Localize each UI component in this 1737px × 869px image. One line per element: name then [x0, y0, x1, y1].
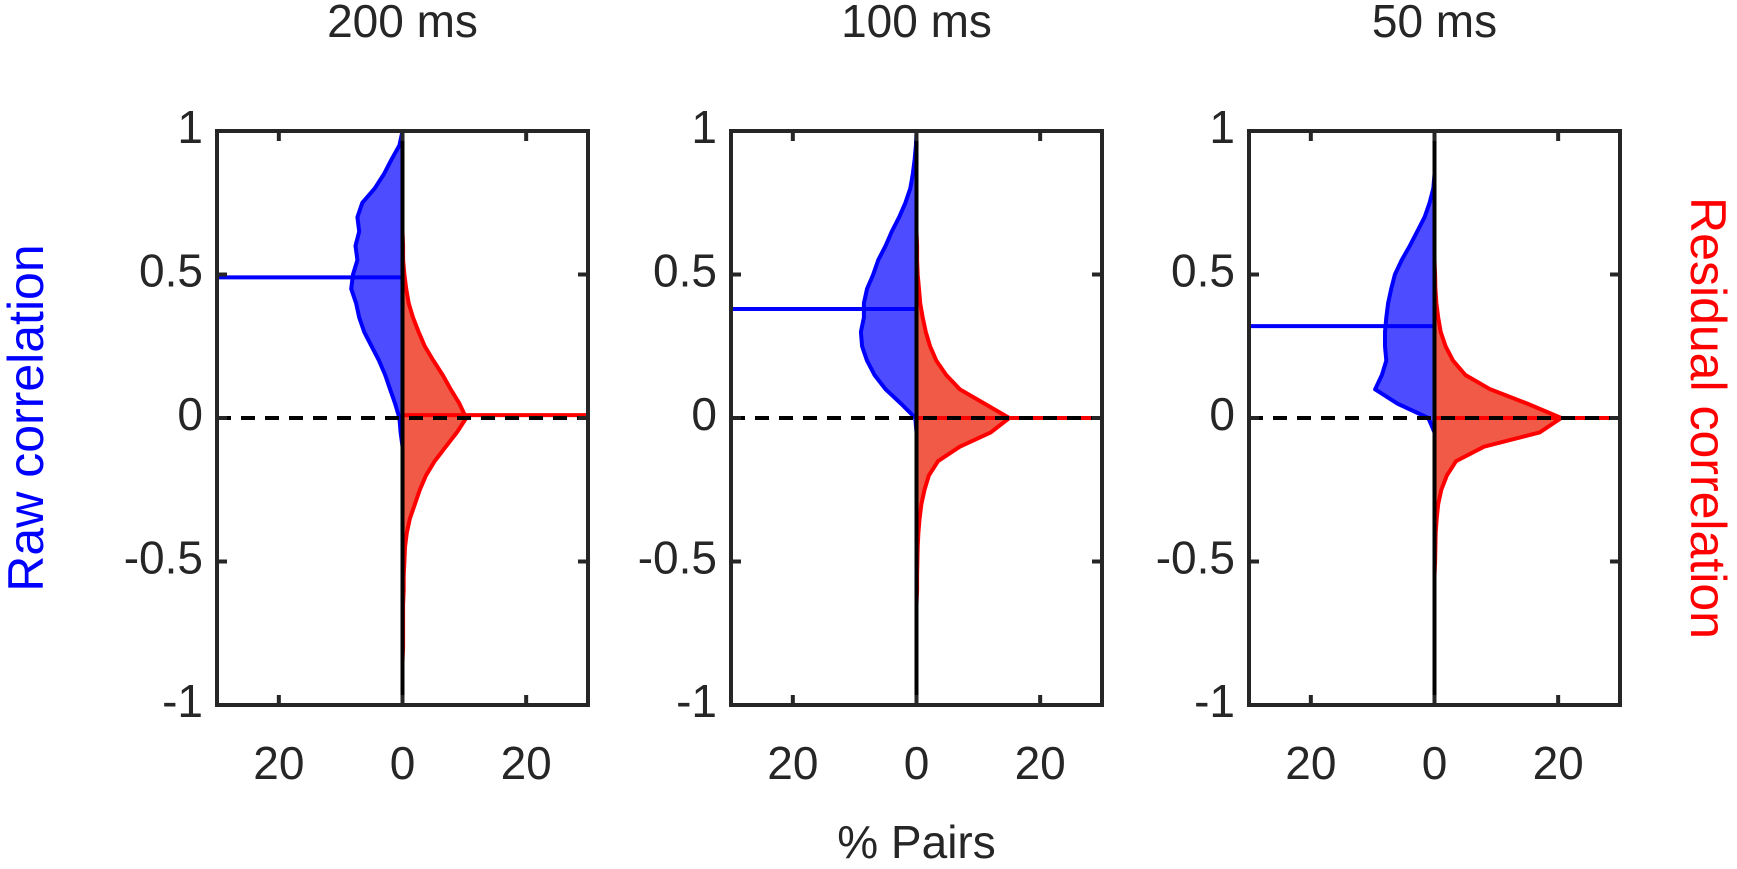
y-tick-label: 0: [691, 388, 717, 440]
y2-axis-label: Residual correlation: [1680, 197, 1736, 639]
y-tick-label: -0.5: [124, 532, 203, 584]
y-tick-label: 0.5: [653, 245, 717, 297]
y-tick-label: -1: [1194, 675, 1235, 727]
x-tick-label: 0: [390, 737, 416, 789]
y-tick-label: 1: [1209, 101, 1235, 153]
x-tick-label: 20: [1015, 737, 1066, 789]
panel-title: 200 ms: [327, 0, 478, 47]
y-tick-label: 0.5: [139, 245, 203, 297]
y-tick-label: 0.5: [1171, 245, 1235, 297]
y-tick-label: -0.5: [1156, 532, 1235, 584]
x-tick-label: 20: [767, 737, 818, 789]
x-tick-label: 0: [1422, 737, 1448, 789]
panel-title: 100 ms: [841, 0, 992, 47]
x-tick-label: 20: [1285, 737, 1336, 789]
y-tick-label: -1: [162, 675, 203, 727]
y-tick-label: 0: [177, 388, 203, 440]
y-tick-label: -0.5: [638, 532, 717, 584]
x-tick-label: 20: [501, 737, 552, 789]
x-tick-label: 20: [1533, 737, 1584, 789]
x-tick-label: 0: [904, 737, 930, 789]
x-axis-label: % Pairs: [837, 816, 995, 868]
panel-title: 50 ms: [1372, 0, 1497, 47]
x-tick-label: 20: [253, 737, 304, 789]
y-tick-label: 1: [177, 101, 203, 153]
y-tick-label: 1: [691, 101, 717, 153]
y-axis-label: Raw correlation: [0, 244, 54, 591]
y-tick-label: -1: [676, 675, 717, 727]
y-tick-label: 0: [1209, 388, 1235, 440]
